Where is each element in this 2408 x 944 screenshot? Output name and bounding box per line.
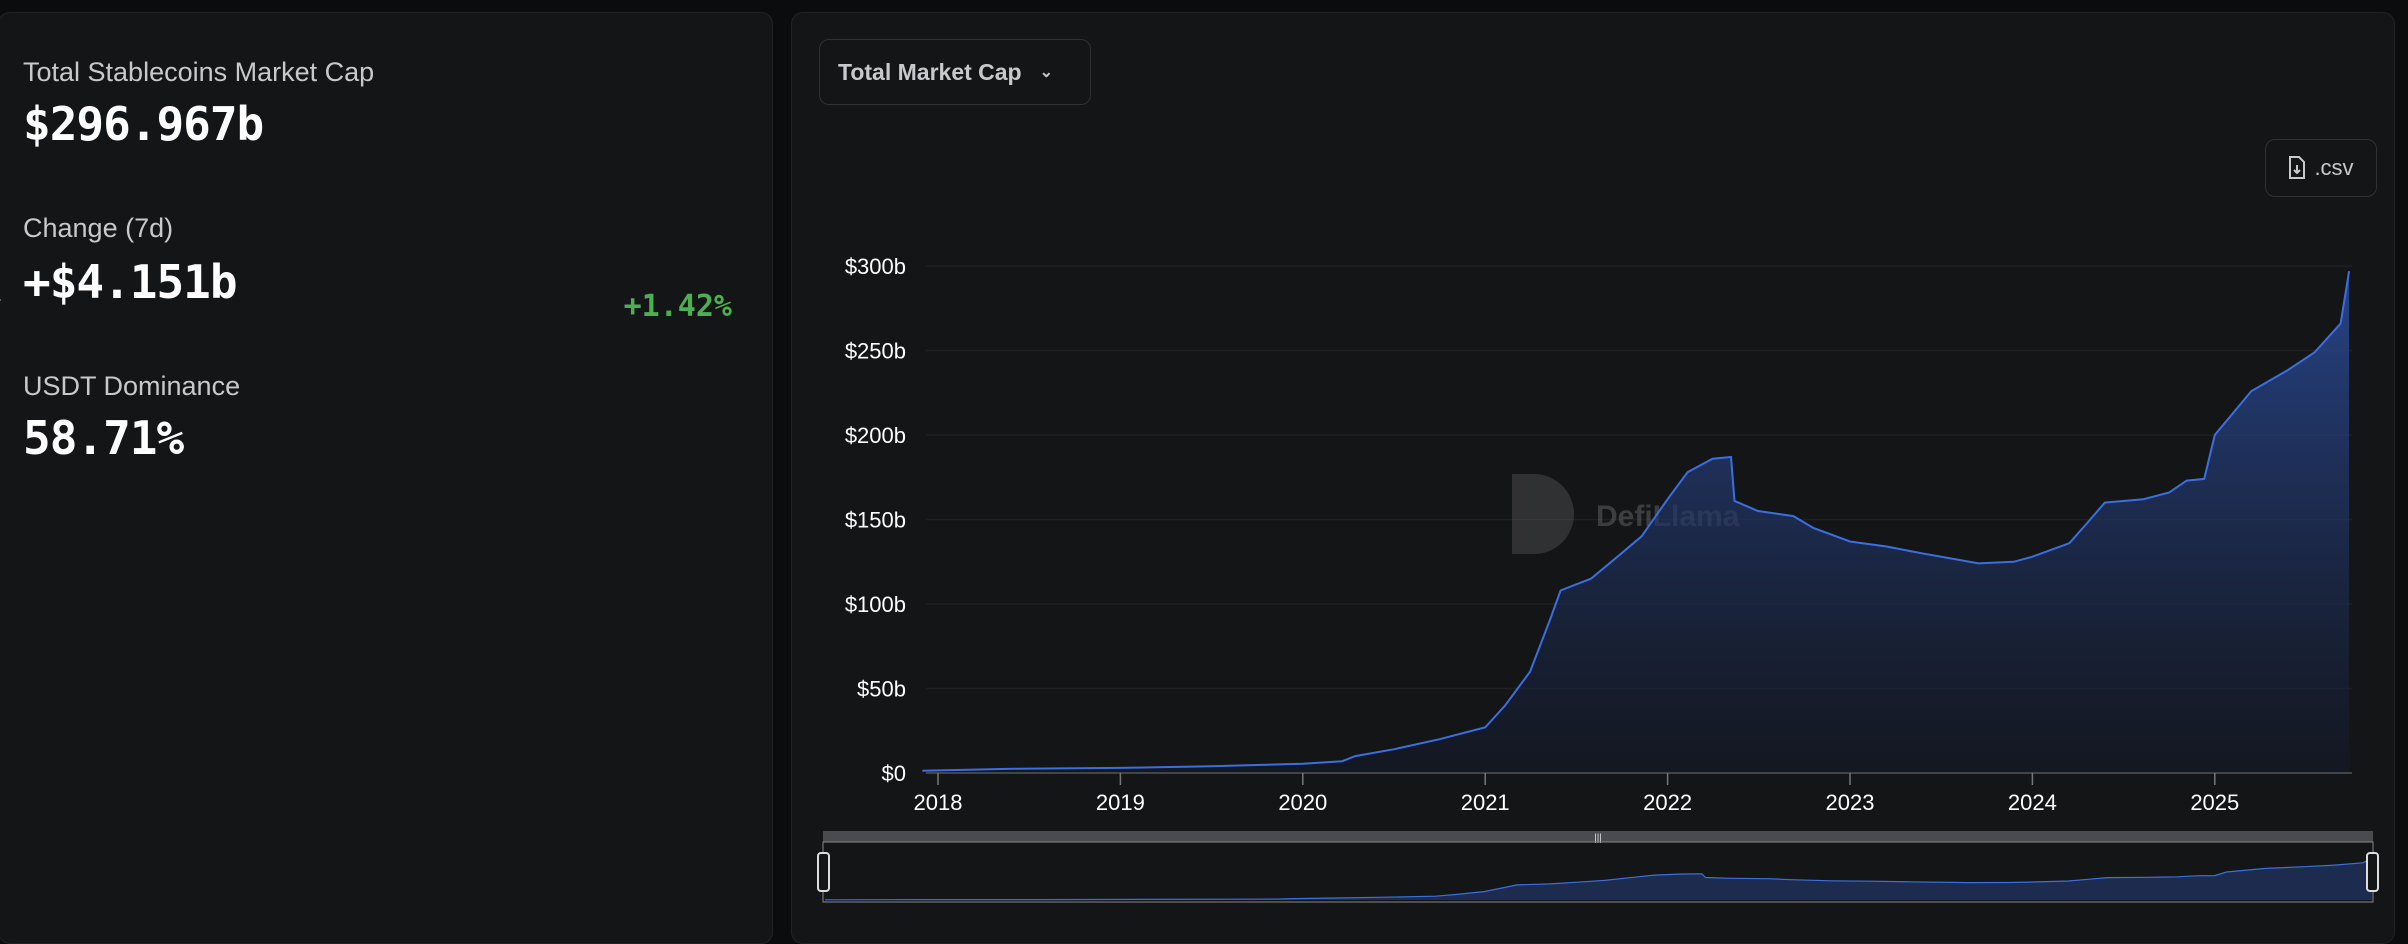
change-7d-label: Change (7d) bbox=[23, 213, 174, 243]
x-axis-labels: 2018 2019 2020 2021 2022 2023 2024 2025 bbox=[914, 773, 2239, 815]
csv-label: .csv bbox=[2314, 155, 2354, 180]
grip-icon: ||| bbox=[1594, 833, 1602, 844]
y-tick-label: $200b bbox=[845, 423, 906, 448]
summary-panel: Total Stablecoins Market Cap $296.967b C… bbox=[0, 12, 773, 944]
slider-drag-bar[interactable] bbox=[823, 831, 2373, 842]
y-tick-label: $0 bbox=[882, 761, 906, 786]
usdt-dominance-value: 58.71% bbox=[23, 411, 184, 465]
range-slider[interactable]: ||| bbox=[817, 831, 2379, 903]
market-cap-area bbox=[922, 271, 2350, 773]
market-cap-chart: DefiLlama $0$50b$100b$150b$200b$250b$300… bbox=[817, 254, 2379, 903]
total-market-cap-label: Total Stablecoins Market Cap bbox=[23, 57, 375, 87]
y-axis: $0 $50b $100b $150b $200b $250b $300b bbox=[845, 254, 906, 786]
change-7d-percent: +1.42% bbox=[623, 289, 732, 324]
x-tick-label: 2018 bbox=[914, 790, 963, 815]
chart-panel: Total Market Cap ⌄ .csv bbox=[791, 12, 2395, 944]
slider-handle-right[interactable] bbox=[2366, 852, 2379, 892]
y-tick-label: $150b bbox=[845, 508, 906, 533]
x-tick-label: 2023 bbox=[1826, 790, 1875, 815]
metric-select-value: Total Market Cap bbox=[838, 58, 1022, 85]
y-tick-label: $50b bbox=[857, 677, 906, 702]
x-tick-label: 2022 bbox=[1643, 790, 1692, 815]
x-tick-label: 2025 bbox=[2190, 790, 2239, 815]
total-market-cap-value: $296.967b bbox=[23, 97, 264, 151]
y-tick-label: $250b bbox=[845, 339, 906, 364]
mini-line bbox=[825, 857, 2373, 901]
slider-handle-left[interactable] bbox=[817, 852, 830, 892]
market-cap-line bbox=[922, 270, 2351, 772]
usdt-dominance-label: USDT Dominance bbox=[23, 371, 241, 401]
download-csv-button[interactable]: .csv bbox=[2265, 139, 2377, 197]
y-tick-label: $300b bbox=[845, 254, 906, 279]
x-tick-label: 2024 bbox=[2008, 790, 2057, 815]
change-7d-value: +$4.151b bbox=[23, 255, 238, 309]
x-tick-label: 2020 bbox=[1278, 790, 1327, 815]
chevron-down-icon: ⌄ bbox=[1039, 64, 1054, 81]
metric-select[interactable]: Total Market Cap ⌄ bbox=[819, 39, 1091, 105]
mini-area bbox=[825, 858, 2372, 900]
file-download-icon bbox=[2289, 156, 2306, 179]
y-tick-label: $100b bbox=[845, 592, 906, 617]
x-tick-label: 2021 bbox=[1461, 790, 1510, 815]
x-tick-label: 2019 bbox=[1096, 790, 1145, 815]
chevron-right-icon[interactable]: › bbox=[0, 283, 2, 314]
